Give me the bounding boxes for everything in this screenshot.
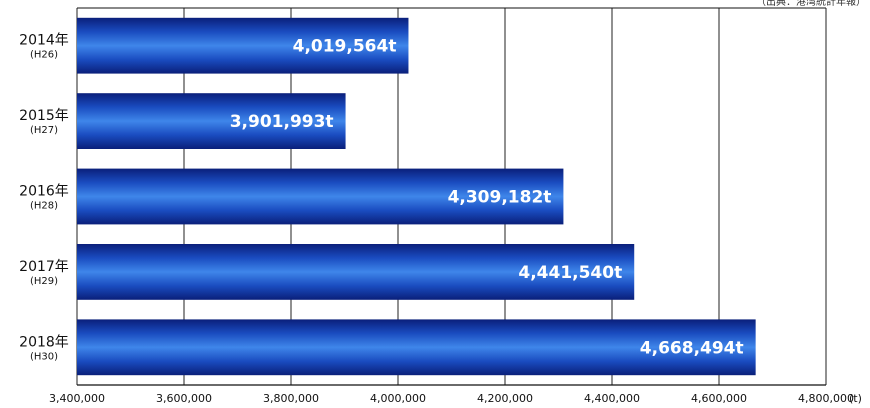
category-era-label: (H26) [30,50,58,61]
bar-value-label: 4,309,182t [448,188,552,208]
category-era-label: (H28) [30,201,58,212]
category-labels: 2014年(H26) 2015年(H27) 2016年(H28) 2017年(H29)… [19,33,69,363]
x-tick-label: 4,000,000 [370,392,426,405]
bar-value-label: 3,901,993t [230,112,334,132]
category-year-label: 2018年 [19,334,69,350]
bar [77,93,346,149]
category-year-label: 2014年 [19,33,69,49]
source-note: （出典：港湾統計年報） [756,0,866,8]
bar [77,244,635,300]
bar-value-label: 4,441,540t [518,263,622,283]
bar [77,168,564,225]
x-tick-label: 3,800,000 [263,392,319,405]
unit-label: (t) [849,392,862,405]
x-tick-label: 4,600,000 [691,392,747,405]
x-axis-ticks: 3,400,000 3,600,000 3,800,000 4,000,000 4,20… [49,392,854,405]
x-tick-label: 3,400,000 [49,392,105,405]
category-era-label: (H29) [30,276,58,287]
bar [77,319,756,376]
category-year-label: 2015年 [19,108,69,124]
bar-value-label: 4,668,494t [640,338,744,358]
category-era-label: (H27) [30,125,58,136]
x-tick-label: 4,800,000 [798,392,854,405]
x-tick-label: 4,200,000 [477,392,533,405]
bar-value-label: 4,019,564t [293,37,397,57]
x-tick-label: 4,400,000 [584,392,640,405]
bars: 4,019,564t 3,901,993t 4,309,182t 4,441,540t… [77,17,756,376]
category-year-label: 2016年 [19,184,69,200]
x-tick-label: 3,600,000 [156,392,212,405]
category-era-label: (H30) [30,351,58,362]
bar [77,17,409,74]
category-year-label: 2017年 [19,259,69,275]
